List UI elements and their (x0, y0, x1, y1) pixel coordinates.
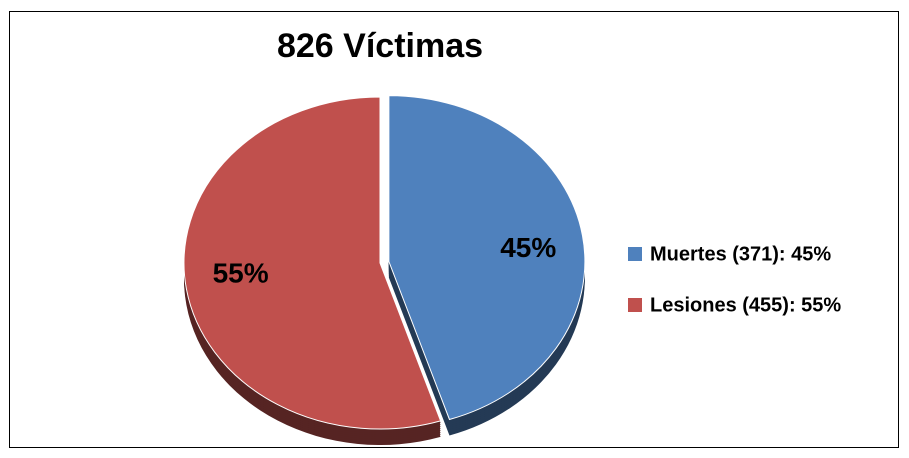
legend-label: Muertes (371): 45% (650, 243, 831, 265)
data-label: 45% (500, 232, 556, 263)
legend-label: Lesiones (455): 55% (650, 294, 841, 316)
slice (388, 95, 586, 421)
legend-swatch (628, 298, 642, 312)
legend-swatch (628, 247, 642, 261)
chart-title: 826 Víctimas (277, 27, 483, 65)
data-label: 55% (213, 257, 269, 288)
slice (183, 96, 442, 430)
